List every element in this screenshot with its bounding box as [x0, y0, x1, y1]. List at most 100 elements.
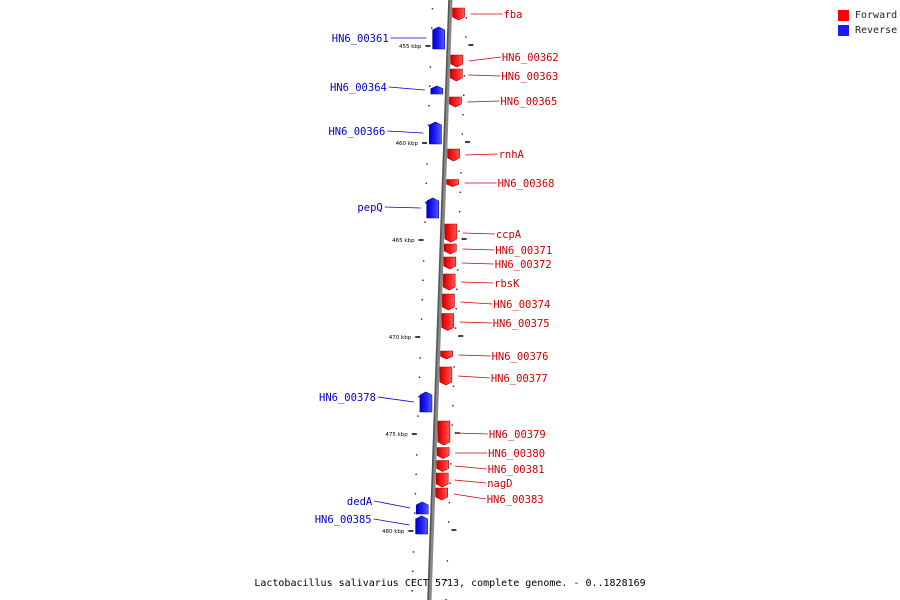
- minor-tick: [454, 327, 457, 329]
- gene-fba[interactable]: [452, 7, 465, 21]
- gene-label[interactable]: rnhA: [499, 149, 525, 161]
- reverse-gene-arrow[interactable]: [432, 26, 445, 50]
- tick-label: 465 kbp: [392, 238, 415, 244]
- forward-gene-arrow[interactable]: [450, 68, 463, 82]
- gene-HN6_00363[interactable]: [450, 68, 463, 82]
- legend-reverse-label: Reverse: [855, 25, 898, 36]
- gene-HN6_00380[interactable]: [436, 447, 450, 459]
- gene-label[interactable]: HN6_00377: [491, 373, 548, 385]
- gene-label[interactable]: HN6_00378: [319, 392, 376, 404]
- minor-tick: [411, 590, 413, 592]
- forward-gene-arrow[interactable]: [435, 487, 449, 501]
- forward-gene-arrow[interactable]: [447, 148, 460, 162]
- gene-label[interactable]: HN6_00385: [315, 514, 372, 526]
- gene-HN6_00377[interactable]: [439, 366, 453, 386]
- gene-label[interactable]: HN6_00376: [492, 351, 549, 363]
- gene-HN6_00365[interactable]: [449, 96, 462, 108]
- minor-tick: [461, 133, 464, 135]
- gene-label[interactable]: HN6_00366: [328, 126, 385, 138]
- gene-label[interactable]: nagD: [487, 478, 512, 490]
- minor-tick: [448, 521, 450, 523]
- minor-tick: [429, 66, 432, 68]
- reverse-gene-arrow[interactable]: [415, 501, 429, 515]
- gene-leader-line: [374, 500, 411, 509]
- gene-HN6_00374[interactable]: [442, 293, 455, 311]
- reverse-gene-arrow[interactable]: [419, 391, 433, 413]
- forward-gene-arrow[interactable]: [444, 223, 458, 243]
- forward-gene-arrow[interactable]: [437, 420, 451, 446]
- gene-rbsK[interactable]: [442, 273, 456, 291]
- gene-label[interactable]: HN6_00372: [495, 259, 552, 271]
- forward-gene-arrow[interactable]: [446, 179, 459, 187]
- gene-HN6_00362[interactable]: [450, 54, 464, 68]
- gene-HN6_00372[interactable]: [443, 256, 457, 270]
- gene-HN6_00371[interactable]: [443, 243, 457, 255]
- reverse-gene-arrow[interactable]: [430, 85, 444, 95]
- minor-tick: [458, 211, 461, 213]
- minor-tick: [453, 366, 455, 368]
- forward-gene-arrow[interactable]: [436, 460, 449, 472]
- gene-label[interactable]: HN6_00383: [487, 494, 544, 506]
- gene-HN6_00376[interactable]: [440, 350, 453, 360]
- reverse-gene-arrow[interactable]: [426, 197, 440, 219]
- gene-label[interactable]: HN6_00364: [330, 82, 387, 94]
- forward-gene-arrow[interactable]: [440, 350, 453, 360]
- gene-HN6_00385[interactable]: [415, 515, 428, 535]
- gene-label[interactable]: HN6_00365: [500, 96, 557, 108]
- forward-gene-arrow[interactable]: [441, 313, 455, 331]
- forward-gene-arrow[interactable]: [442, 273, 456, 291]
- gene-label[interactable]: rbsK: [494, 278, 520, 290]
- forward-gene-arrow[interactable]: [439, 366, 453, 386]
- reverse-gene-arrow[interactable]: [415, 515, 428, 535]
- gene-label[interactable]: HN6_00381: [488, 464, 545, 476]
- gene-HN6_00368[interactable]: [446, 179, 459, 187]
- gene-HN6_00361[interactable]: [432, 26, 445, 50]
- gene-nagD[interactable]: [435, 472, 449, 488]
- forward-gene-arrow[interactable]: [450, 54, 464, 68]
- gene-label[interactable]: HN6_00375: [493, 318, 550, 330]
- gene-ccpA[interactable]: [444, 223, 458, 243]
- forward-gene-arrow[interactable]: [443, 243, 457, 255]
- forward-gene-arrow[interactable]: [436, 447, 450, 459]
- gene-leader-line: [457, 375, 490, 379]
- gene-rnhA[interactable]: [447, 148, 460, 162]
- gene-label[interactable]: HN6_00371: [495, 245, 552, 257]
- gene-label[interactable]: pepQ: [357, 202, 382, 214]
- gene-HN6_00381[interactable]: [436, 460, 449, 472]
- gene-label[interactable]: fba: [504, 9, 523, 21]
- minor-tick: [418, 376, 421, 378]
- gene-HN6_00378[interactable]: [419, 391, 433, 413]
- forward-gene-arrow[interactable]: [442, 293, 455, 311]
- forward-gene-arrow[interactable]: [449, 96, 462, 108]
- gene-HN6_00366[interactable]: [429, 121, 442, 145]
- gene-label[interactable]: HN6_00379: [489, 429, 546, 441]
- gene-label[interactable]: HN6_00380: [488, 448, 545, 460]
- gene-leader-line: [454, 465, 487, 470]
- reverse-gene-arrow[interactable]: [429, 121, 442, 145]
- minor-tick: [431, 8, 434, 10]
- gene-label[interactable]: dedA: [347, 496, 373, 508]
- minor-tick: [456, 288, 458, 290]
- gene-label[interactable]: HN6_00363: [501, 71, 558, 83]
- gene-label[interactable]: HN6_00368: [498, 178, 555, 190]
- gene-HN6_00379[interactable]: [437, 420, 451, 446]
- gene-label[interactable]: HN6_00362: [502, 52, 559, 64]
- gene-label[interactable]: HN6_00374: [493, 299, 550, 311]
- gene-HN6_00375[interactable]: [441, 313, 455, 331]
- forward-gene-arrow[interactable]: [435, 472, 449, 488]
- gene-HN6_00364[interactable]: [430, 85, 444, 95]
- gene-HN6_00383[interactable]: [435, 487, 449, 501]
- gene-label[interactable]: ccpA: [496, 229, 522, 241]
- gene-label[interactable]: HN6_00361: [332, 33, 389, 45]
- forward-swatch: [838, 10, 849, 21]
- gene-leader-line: [458, 354, 491, 357]
- minor-tick: [462, 114, 464, 116]
- gene-leader-line: [459, 321, 492, 324]
- gene-leader-line: [453, 493, 486, 500]
- forward-gene-arrow[interactable]: [443, 256, 457, 270]
- minor-tick: [416, 454, 418, 456]
- gene-dedA[interactable]: [415, 501, 429, 515]
- forward-gene-arrow[interactable]: [452, 7, 465, 21]
- gene-pepQ[interactable]: [426, 197, 440, 219]
